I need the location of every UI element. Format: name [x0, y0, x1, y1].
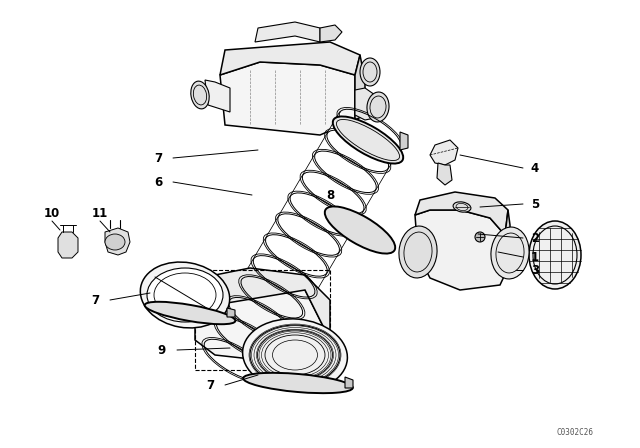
Polygon shape — [195, 268, 330, 340]
Polygon shape — [320, 25, 342, 42]
Text: 4: 4 — [531, 161, 539, 175]
Ellipse shape — [147, 268, 223, 322]
Polygon shape — [220, 42, 360, 75]
Polygon shape — [345, 377, 353, 388]
Polygon shape — [105, 228, 130, 255]
Polygon shape — [355, 55, 365, 120]
Text: 2: 2 — [531, 232, 539, 245]
Text: 10: 10 — [44, 207, 60, 220]
Polygon shape — [400, 132, 408, 150]
Ellipse shape — [333, 116, 403, 164]
Text: 8: 8 — [326, 189, 334, 202]
Polygon shape — [195, 275, 330, 365]
Ellipse shape — [250, 325, 340, 385]
Polygon shape — [220, 62, 355, 135]
Polygon shape — [430, 140, 458, 165]
Text: 3: 3 — [531, 263, 539, 276]
Ellipse shape — [140, 262, 230, 328]
Polygon shape — [355, 88, 375, 120]
Ellipse shape — [145, 302, 236, 324]
Text: 5: 5 — [531, 198, 539, 211]
Text: 9: 9 — [158, 344, 166, 357]
Polygon shape — [415, 192, 508, 235]
Text: 7: 7 — [154, 151, 162, 164]
Circle shape — [475, 232, 485, 242]
Ellipse shape — [105, 234, 125, 250]
Ellipse shape — [529, 221, 581, 289]
Polygon shape — [415, 210, 508, 290]
Ellipse shape — [324, 207, 396, 254]
Ellipse shape — [243, 373, 353, 393]
Polygon shape — [505, 210, 510, 268]
Ellipse shape — [367, 92, 389, 122]
Text: C0302C26: C0302C26 — [557, 427, 593, 436]
Text: 1: 1 — [531, 250, 539, 263]
Ellipse shape — [491, 227, 529, 279]
Ellipse shape — [453, 202, 471, 212]
Polygon shape — [227, 308, 235, 317]
Ellipse shape — [399, 226, 437, 278]
Text: 7: 7 — [91, 293, 99, 306]
Polygon shape — [437, 163, 452, 185]
Ellipse shape — [360, 58, 380, 86]
Text: 7: 7 — [206, 379, 214, 392]
Ellipse shape — [191, 81, 209, 109]
Text: 11: 11 — [92, 207, 108, 220]
Polygon shape — [255, 22, 320, 42]
Ellipse shape — [243, 319, 348, 391]
Text: 6: 6 — [154, 176, 162, 189]
Polygon shape — [205, 112, 400, 378]
Polygon shape — [58, 232, 78, 258]
Polygon shape — [205, 80, 230, 112]
